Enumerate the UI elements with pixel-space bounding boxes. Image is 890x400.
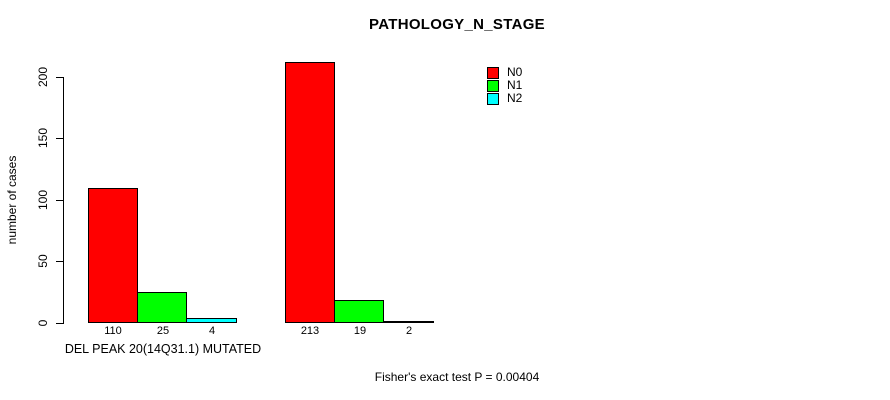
- legend-label: N1: [507, 78, 523, 92]
- y-tick-mark: [56, 261, 64, 262]
- legend: N0 N1 N2: [487, 66, 522, 105]
- legend-swatch-N2: [487, 92, 499, 105]
- legend-item: N2: [487, 92, 522, 105]
- y-tick-mark: [56, 200, 64, 201]
- fisher-test-annotation: Fisher's exact test P = 0.00404: [374, 370, 540, 384]
- y-axis-label: number of cases: [5, 155, 19, 245]
- y-tick-label: 100: [36, 189, 50, 211]
- bar-N0-group2: [285, 62, 335, 323]
- bar-value-label: 4: [208, 325, 216, 337]
- legend-label: N0: [507, 65, 523, 79]
- y-tick-label: 50: [36, 254, 50, 268]
- y-tick-label: 150: [36, 127, 50, 149]
- y-tick-label: 200: [36, 66, 50, 88]
- y-tick-mark: [56, 323, 64, 324]
- bar-value-label: 19: [353, 325, 367, 337]
- legend-item: N1: [487, 79, 522, 92]
- bar-N2-group1: [186, 318, 237, 323]
- bar-N0-group1: [88, 188, 138, 323]
- bar-value-label: 110: [104, 325, 122, 337]
- bar-N1-group2: [334, 300, 384, 323]
- bar-N1-group1: [137, 292, 187, 323]
- bar-value-label: 2: [405, 325, 413, 337]
- legend-label: N2: [507, 91, 523, 105]
- y-axis-line: [63, 77, 64, 323]
- bar-value-label: 25: [156, 325, 170, 337]
- y-tick-mark: [56, 138, 64, 139]
- y-tick-label: 0: [36, 319, 50, 327]
- bar-N2-group2: [383, 321, 434, 323]
- chart-title: PATHOLOGY_N_STAGE: [369, 16, 545, 33]
- legend-swatch-N0: [487, 66, 499, 79]
- y-tick-mark: [56, 77, 64, 78]
- legend-item: N0: [487, 66, 522, 79]
- legend-swatch-N1: [487, 79, 499, 92]
- bar-value-label: 213: [300, 325, 320, 337]
- x-axis-group-label: DEL PEAK 20(14Q31.1) MUTATED: [64, 342, 262, 356]
